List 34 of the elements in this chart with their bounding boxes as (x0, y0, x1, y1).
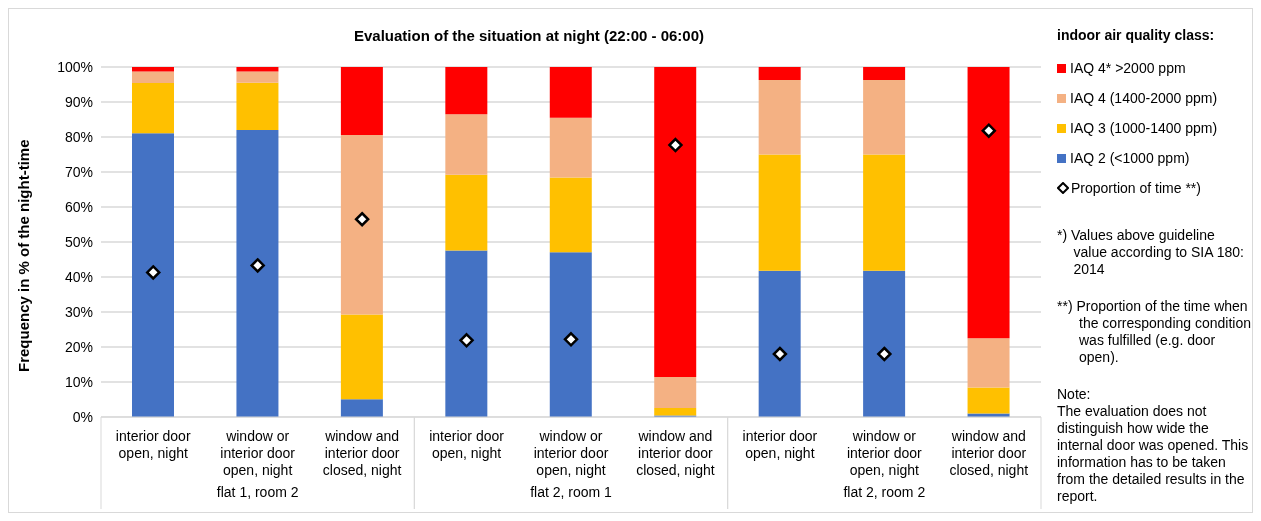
x-tick-label: window or interior door open, night (220, 428, 296, 478)
legend-label: IAQ 2 (<1000 ppm) (1069, 149, 1191, 168)
text: *) Values above guideline value according to SIA 180: 2014 (1057, 227, 1245, 278)
x-tick-label: window and interior door closed, night (636, 428, 715, 478)
legend-label: IAQ 4 (1400-2000 ppm) (1069, 89, 1219, 108)
text: Note: The evaluation does not distinguish how wide the internal door was opened. This information has to be taken from the detailed results in the report. (1057, 386, 1250, 505)
y-tick-label: 70% (64, 163, 93, 180)
text: **) Proportion of the time when the corresponding condition was fulfilled (e.g. door open). (1057, 298, 1252, 366)
x-tick-label: interior door open, night (115, 428, 191, 461)
text: flat 1, room 2 (216, 484, 299, 500)
y-tick-label: 30% (64, 303, 93, 320)
legend-label: Proportion of time **) (1070, 179, 1202, 198)
legend-label: IAQ 3 (1000-1400 ppm) (1069, 119, 1219, 138)
y-tick-label: 90% (64, 93, 93, 110)
y-tick-label: 10% (64, 373, 93, 390)
y-tick-label: 0% (72, 408, 93, 425)
legend-title: indoor air quality class: (1057, 27, 1216, 43)
y-tick-label: 20% (64, 338, 93, 355)
y-tick-label: 50% (64, 233, 93, 250)
y-axis-title: Frequency in % of the night-time (15, 139, 33, 372)
text: flat 2, room 2 (843, 484, 926, 500)
chart-title: Evaluation of the situation at night (22:00 - 06:00) (352, 27, 705, 44)
text: flat 2, room 1 (530, 484, 613, 500)
y-tick-label: 60% (64, 198, 93, 215)
legend-label: IAQ 4* >2000 ppm (1069, 59, 1187, 78)
x-tick-label: window or interior door open, night (533, 428, 609, 478)
x-tick-label: interior door open, night (742, 428, 818, 461)
y-tick-label: 100% (57, 58, 93, 75)
x-tick-label: window and interior door closed, night (322, 428, 402, 478)
x-tick-label: interior door open, night (429, 428, 505, 461)
y-tick-label: 40% (64, 268, 93, 285)
x-tick-label: window and interior door closed, night (949, 428, 1029, 478)
x-tick-label: window or interior door open, night (846, 428, 923, 478)
y-tick-label: 80% (64, 128, 93, 145)
